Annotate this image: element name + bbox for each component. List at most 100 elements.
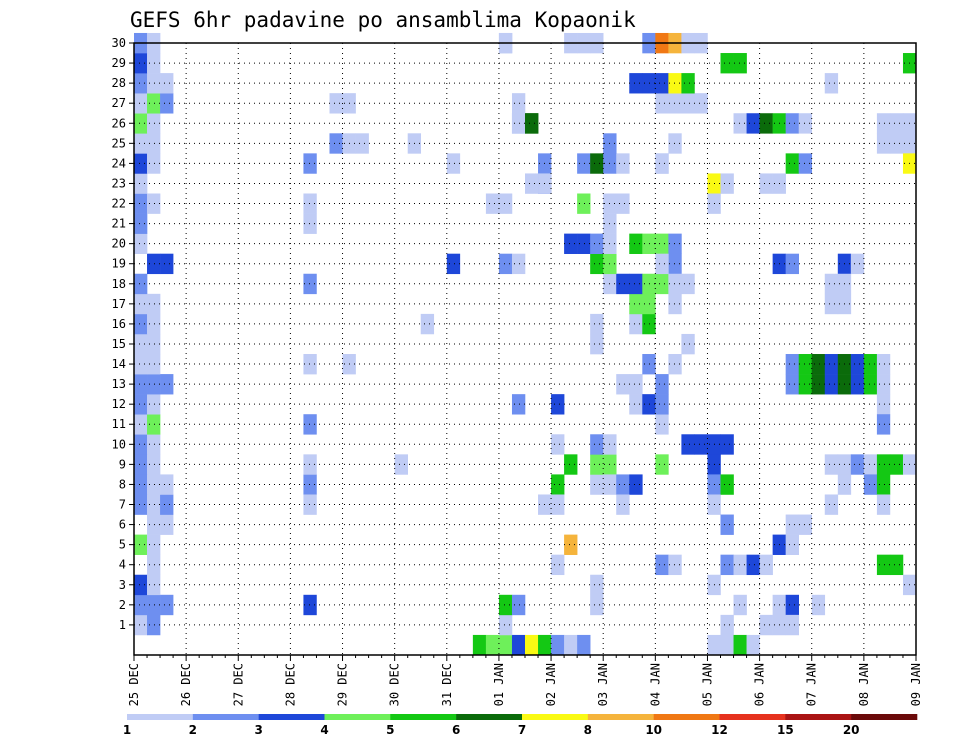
- colorbar-label: 7: [518, 723, 526, 737]
- precip-cell: [759, 113, 773, 134]
- precip-cell: [824, 73, 839, 94]
- precip-cell: [551, 634, 565, 656]
- precip-cell: [876, 133, 891, 154]
- precip-cell: [629, 313, 643, 335]
- precip-cell: [134, 233, 148, 254]
- precip-cell: [511, 113, 526, 134]
- precip-cell: [498, 193, 513, 214]
- precip-cell: [798, 514, 813, 535]
- precip-cell: [798, 374, 813, 395]
- precip-cell: [655, 554, 669, 576]
- precip-cell: [147, 574, 161, 596]
- colorbar: 1 2 3 4 5 6 7 8 10 12 15 20: [123, 714, 918, 737]
- y-tick-label: 7: [119, 498, 126, 512]
- precip-cell: [511, 253, 526, 275]
- colorbar-label: 15: [777, 723, 794, 737]
- precip-cell: [160, 494, 174, 515]
- precip-cell: [590, 574, 604, 596]
- precip-cell: [147, 614, 161, 636]
- colorbar-label: 5: [386, 723, 394, 737]
- precip-cell: [785, 614, 799, 636]
- y-tick-label: 18: [112, 277, 126, 291]
- precip-cell: [876, 454, 891, 475]
- precip-cell: [655, 233, 669, 254]
- y-tick-label: 28: [112, 76, 126, 90]
- precip-cell: [616, 153, 630, 174]
- precip-cell: [798, 354, 813, 375]
- precip-cell: [498, 594, 513, 616]
- heatmap-cells: [134, 32, 917, 656]
- precip-cell: [147, 414, 161, 435]
- precip-cell: [629, 233, 643, 254]
- colorbar-label: 8: [584, 723, 592, 737]
- precip-cell: [134, 73, 148, 94]
- precip-cell: [655, 273, 669, 295]
- precip-cell: [160, 73, 174, 94]
- precip-cell: [785, 113, 799, 134]
- precip-cell: [746, 634, 760, 656]
- y-tick-label: 16: [112, 317, 126, 331]
- precip-cell: [876, 374, 891, 395]
- colorbar-swatch: [587, 714, 654, 720]
- precip-cell: [420, 313, 435, 335]
- colorbar-swatch: [258, 714, 325, 720]
- precip-cell: [876, 394, 891, 415]
- x-tick-label: 28 DEC: [283, 663, 297, 706]
- precip-cell: [642, 354, 656, 375]
- precip-cell: [733, 634, 747, 656]
- colorbar-label: 1: [123, 723, 131, 737]
- precip-cell: [655, 454, 669, 475]
- precip-cell: [147, 534, 161, 555]
- precip-cell: [785, 594, 799, 616]
- precip-cell: [147, 193, 161, 214]
- precip-cell: [642, 293, 656, 315]
- colorbar-label: 12: [711, 723, 728, 737]
- precip-cell: [498, 614, 513, 636]
- y-tick-label: 17: [112, 297, 126, 311]
- colorbar-label: 6: [452, 723, 460, 737]
- precip-cell: [590, 153, 604, 174]
- precip-cell: [147, 73, 161, 94]
- precip-cell: [590, 474, 604, 495]
- precip-cell: [134, 193, 148, 214]
- precip-cell: [681, 333, 695, 355]
- precip-cell: [134, 614, 148, 636]
- x-tick-label: 29 DEC: [336, 663, 350, 706]
- precip-cell: [863, 354, 878, 375]
- precip-cell: [147, 494, 161, 515]
- precip-cell: [160, 253, 174, 275]
- precip-cell: [876, 494, 891, 515]
- precip-cell: [160, 374, 174, 395]
- precip-cell: [668, 293, 682, 315]
- precip-cell: [134, 293, 148, 315]
- precip-cell: [668, 73, 682, 94]
- x-tick-label: 05 JAN: [700, 663, 714, 706]
- x-tick-label: 31 DEC: [440, 663, 454, 706]
- colorbar-swatch: [719, 714, 786, 720]
- precip-cell: [134, 53, 148, 74]
- precip-cell: [498, 253, 513, 275]
- precip-cell: [147, 554, 161, 576]
- precip-cell: [681, 273, 695, 295]
- precip-cell: [785, 374, 799, 395]
- y-tick-label: 5: [119, 538, 126, 552]
- precip-cell: [485, 193, 500, 214]
- precip-cell: [694, 434, 708, 455]
- precip-cell: [329, 93, 343, 114]
- precip-cell: [147, 293, 161, 315]
- precip-cell: [681, 434, 695, 455]
- precip-cell: [642, 73, 656, 94]
- x-tick-label: 04 JAN: [648, 663, 662, 706]
- precip-cell: [147, 374, 161, 395]
- precip-cell: [733, 113, 747, 134]
- precip-cell: [655, 253, 669, 275]
- precip-cell: [655, 153, 669, 174]
- precip-cell: [759, 554, 773, 576]
- precip-cell: [134, 173, 148, 194]
- colorbar-swatch: [785, 714, 852, 720]
- precip-cell: [733, 554, 747, 576]
- precip-cell: [850, 374, 865, 395]
- precip-cell: [876, 354, 891, 375]
- precip-cell: [134, 133, 148, 154]
- precip-cell: [564, 534, 578, 555]
